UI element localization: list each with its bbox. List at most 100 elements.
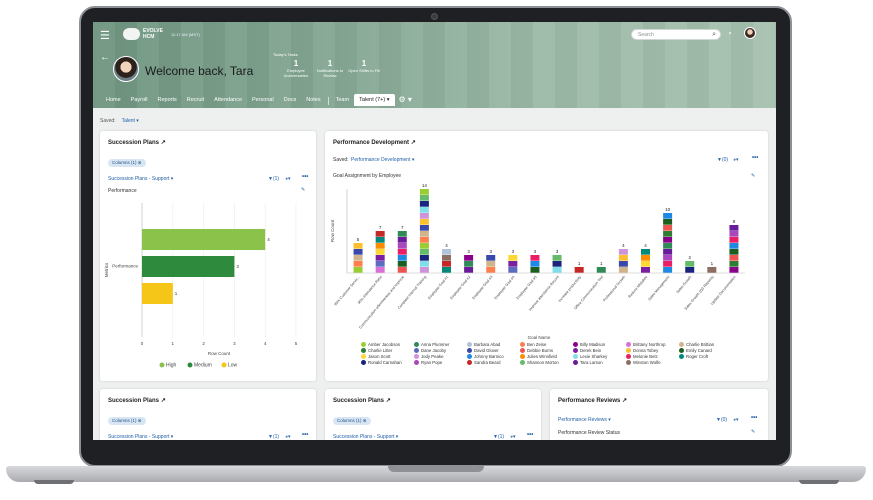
panel-title[interactable]: Succession Plans ↗ [108, 140, 166, 146]
view-dropdown[interactable]: Performance Reviews ▾ [558, 417, 611, 423]
stack-segment [397, 255, 407, 261]
legend-label: Charlie Litter [368, 348, 393, 353]
stack-segment [442, 249, 451, 255]
columns-pill[interactable]: Columns (1) ⊗ [108, 159, 146, 167]
legend-label: Sandra Beard [474, 360, 501, 365]
legend-label: Jason Scott [368, 354, 391, 359]
history-icon[interactable]: ◔ [727, 29, 732, 38]
legend-swatch [414, 342, 419, 347]
settings-gear-icon[interactable]: ⚙ ▾ [398, 95, 412, 104]
stack-segment [508, 267, 518, 273]
tab-team[interactable]: Team [335, 97, 350, 103]
bar-total-label: 4 [644, 243, 647, 248]
panel-title[interactable]: Succession Plans ↗ [333, 398, 391, 404]
bar-total-label: 3 [534, 249, 537, 254]
tab-docs[interactable]: Docs [283, 97, 297, 103]
filter-count: (1) [272, 176, 280, 182]
stat-open-shifts[interactable]: 1 Open Shifts to Fill [347, 59, 381, 73]
legend-swatch [414, 354, 419, 359]
more-options-icon[interactable]: ••• [752, 155, 759, 161]
x-tick-label: 3 [233, 341, 236, 346]
legend-swatch [520, 354, 525, 359]
stack-segment [419, 267, 429, 273]
legend-label: Winston Wolfe [633, 360, 661, 365]
stat-anniversaries[interactable]: 1 Employee Anniversaries [279, 59, 313, 78]
logo-icon [123, 28, 140, 40]
legend-swatch [679, 354, 684, 359]
profile-photo [113, 56, 139, 82]
stack-segment [353, 261, 363, 267]
panel-title[interactable]: Performance Reviews ↗ [558, 398, 628, 404]
stack-segment [375, 231, 385, 237]
columns-pill[interactable]: Columns (1) ⊗ [108, 417, 146, 425]
columns-pill[interactable]: Columns (1) ⊗ [333, 417, 371, 425]
performance-development-panel: Performance Development ↗ Saved: Perform… [325, 131, 768, 381]
tab-payroll[interactable]: Payroll [130, 97, 148, 103]
hamburger-menu-icon[interactable]: ☰ [100, 30, 110, 42]
saved-label: Saved: [333, 157, 349, 163]
filter-control[interactable]: ▼(0) [717, 157, 729, 163]
x-tick-label: 95% Attendance Ratio [357, 275, 383, 305]
filter-count: (0) [721, 157, 729, 163]
search-icon[interactable]: ⌕ [712, 31, 716, 38]
edit-pencil-icon[interactable]: ✎ [301, 187, 306, 193]
legend-swatch [626, 360, 631, 365]
more-options-icon[interactable]: ••• [527, 432, 534, 438]
stack-segment [375, 237, 385, 243]
tab-recruit[interactable]: Recruit [186, 97, 205, 103]
chart-subtitle: Performance [108, 188, 137, 194]
view-dropdown[interactable]: Succession Plans - Support ▾ [108, 434, 174, 440]
stack-segment [685, 267, 695, 273]
stat-notifications[interactable]: 1 Notifications to Review [313, 59, 347, 78]
chart-type-icon[interactable]: ◕▾ [733, 417, 739, 423]
legend-item: Lexie Sharkey [573, 354, 626, 359]
legend-item: Barbara Abad [467, 342, 520, 347]
user-avatar[interactable] [744, 27, 756, 39]
view-dropdown[interactable]: Performance Development ▾ [351, 157, 415, 163]
panel-title[interactable]: Performance Development ↗ [333, 140, 416, 146]
view-dropdown[interactable]: Succession Plans - Support ▾ [108, 176, 174, 182]
legend-item: Charlie Brittian [679, 342, 732, 347]
saved-view-dropdown[interactable]: Talent ▾ [121, 118, 139, 124]
succession-plans-panel-2: Succession Plans ↗ Columns (1) ⊗ Success… [100, 389, 316, 440]
x-tick-label: Professional Growth [602, 275, 626, 302]
stack-segment [442, 267, 451, 273]
stack-segment [729, 231, 739, 237]
tab-attendance[interactable]: Attendance [214, 97, 242, 103]
filter-control[interactable]: ▼(1) [493, 434, 505, 440]
bar-total-label: 1 [600, 261, 603, 266]
chart-type-icon[interactable]: ◕▾ [733, 157, 739, 163]
more-options-icon[interactable]: ••• [751, 415, 758, 421]
chart-type-icon[interactable]: ◕▾ [510, 434, 516, 440]
panel-title[interactable]: Succession Plans ↗ [108, 398, 166, 404]
legend-label: Brittany Northrop [633, 342, 666, 347]
chart-type-icon[interactable]: ◕▾ [285, 176, 291, 182]
tab-home[interactable]: Home [106, 97, 121, 103]
legend-swatch [467, 348, 472, 353]
more-options-icon[interactable]: ••• [302, 432, 309, 438]
filter-control[interactable]: ▼(1) [268, 434, 280, 440]
stack-segment [419, 249, 429, 255]
stat-number: 1 [327, 59, 333, 68]
back-arrow-icon[interactable]: ← [100, 52, 110, 63]
chart-type-icon[interactable]: ◕▾ [285, 434, 291, 440]
legend-item: Sandra Beard [467, 360, 520, 365]
bar-total-label: 3 [489, 249, 492, 254]
legend-swatch [361, 360, 366, 365]
filter-control[interactable]: ▼(1) [268, 176, 280, 182]
legend-item: Derek Bein [573, 348, 626, 353]
view-dropdown-label: Succession Plans - Support [333, 434, 395, 440]
edit-pencil-icon[interactable]: ✎ [751, 429, 756, 435]
view-dropdown-label: Succession Plans - Support [108, 176, 170, 182]
filter-control[interactable]: ▼(0) [716, 417, 728, 423]
tab-notes[interactable]: Notes [306, 97, 321, 103]
tab-talent[interactable]: Talent (7+) ▾ [354, 94, 395, 106]
tab-personal[interactable]: Personal [252, 97, 274, 103]
tab-reports[interactable]: Reports [157, 97, 177, 103]
x-tick-label: Sales Management [647, 275, 670, 301]
more-options-icon[interactable]: ••• [302, 174, 309, 180]
edit-pencil-icon[interactable]: ✎ [751, 173, 756, 179]
view-dropdown[interactable]: Succession Plans - Support ▾ [333, 434, 399, 440]
search-input[interactable]: Search ⌕ [631, 29, 721, 40]
panel-title-text: Succession Plans [108, 140, 160, 146]
